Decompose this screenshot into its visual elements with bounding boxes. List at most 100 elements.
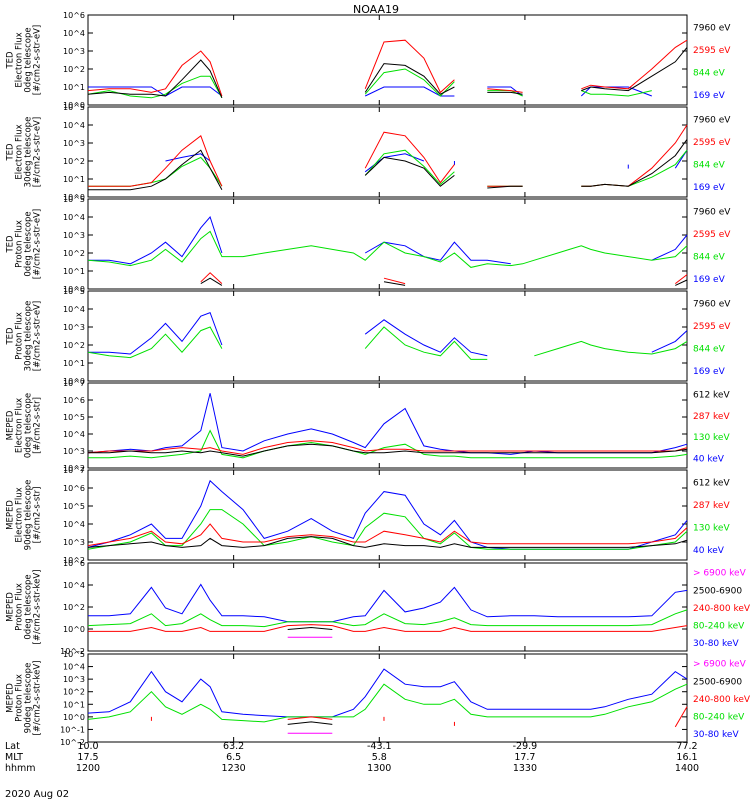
legend-item: 2595 eV — [693, 46, 731, 56]
series-line — [487, 91, 523, 95]
y-tick-label: 10^3 — [63, 139, 85, 148]
y-tick-label: 10^5 — [63, 195, 85, 204]
y-tick-label: 10^3 — [63, 231, 85, 240]
series-line — [88, 156, 223, 187]
series-line — [675, 279, 688, 286]
legend-item: 287 keV — [693, 412, 730, 422]
y-tick-label: 10^5 — [63, 413, 85, 422]
footer-value: 6.5 — [226, 752, 241, 763]
series-line — [200, 277, 223, 286]
legend-item: 7960 eV — [693, 299, 731, 309]
series-line — [87, 609, 688, 628]
y-axis-label-line: 30deg telescope — [24, 301, 34, 372]
legend-item: 169 eV — [693, 367, 726, 377]
legend-item: 844 eV — [693, 252, 726, 262]
y-axis-label-line: Electron Flux — [15, 487, 25, 542]
footer-value: 1200 — [76, 763, 100, 774]
series-line — [364, 241, 511, 265]
series-line — [581, 149, 688, 187]
y-tick-label: 10^2 — [63, 65, 85, 74]
legend-item: 2500-6900 — [693, 586, 742, 596]
series-line — [87, 683, 688, 723]
panel-frame — [87, 106, 688, 198]
y-axis-label-line: Proton Flux — [15, 674, 25, 722]
footer-value: -29.9 — [513, 741, 538, 752]
series-line — [88, 624, 688, 632]
y-tick-label: 10^4 — [63, 581, 85, 590]
footer-axis: Lat 10.0 63.2 -43.1 -29.9 77.2 MLT 17.5 6.5 5.8 17… — [5, 741, 699, 774]
legend-item: > 6900 keV — [693, 660, 747, 670]
series-line — [87, 50, 223, 97]
y-axis-label-line: MEPED — [6, 500, 16, 530]
series-line — [200, 272, 223, 284]
series-line — [87, 326, 223, 359]
y-axis-label-line: Proton Flux — [15, 312, 25, 360]
legend-item: 612 keV — [693, 478, 730, 488]
y-tick-label: 10^4 — [63, 305, 85, 314]
y-axis-label-line: [#/cm2-s-str-keV] — [33, 570, 43, 645]
legend-item: 844 eV — [693, 344, 726, 354]
y-axis-label: TEDProton Flux0deg telescope[#/cm2-s-str… — [6, 209, 43, 279]
series-line — [88, 134, 223, 187]
legend-item: 240-800 keV — [693, 695, 750, 705]
y-tick-label: 10^7 — [63, 379, 85, 388]
y-tick-label: 10^2 — [63, 157, 85, 166]
series-line — [88, 216, 223, 265]
series-line — [581, 124, 688, 187]
panel-7: 10^6 10^4 10^2 10^0 10^-2 MEPEDProton Flux0de… — [6, 559, 750, 656]
series-line — [364, 153, 425, 173]
y-tick-label: 10^6 — [63, 484, 85, 493]
legend-item: 7960 eV — [693, 207, 731, 217]
panel-4: 10^5 10^4 10^3 10^2 10^1 10^0 TEDProton Flux30… — [6, 287, 732, 386]
y-tick-label: 10^7 — [63, 466, 85, 475]
panel-frame — [87, 653, 688, 743]
footer-value: 5.8 — [372, 752, 387, 763]
y-axis-label-line: 0deg telescope — [24, 27, 34, 92]
y-axis-label-line: [#/cm2-s-str] — [33, 487, 43, 544]
y-tick-label: 10^3 — [63, 323, 85, 332]
series-line — [581, 47, 688, 92]
panel-frame — [87, 469, 688, 561]
y-axis-label-line: Electron Flux — [15, 398, 25, 453]
panel-3: 10^5 10^4 10^3 10^2 10^1 10^0 TEDProton Flux0d… — [6, 195, 732, 294]
y-axis-label-line: Proton Flux — [15, 220, 25, 268]
y-tick-label: 10^2 — [63, 603, 85, 612]
series-line — [383, 277, 406, 285]
y-tick-label: 10^-2 — [60, 647, 85, 656]
y-axis-label: MEPEDElectron Flux90deg telescope[#/cm2-… — [6, 480, 43, 551]
y-axis-label-line: [#/cm2-s-str-eV] — [33, 25, 43, 95]
y-axis-label-line: [#/cm2-s-str] — [33, 397, 43, 454]
y-tick-label: 10^5 — [63, 502, 85, 511]
series-line — [581, 139, 688, 187]
y-tick-label: 10^1 — [63, 175, 85, 184]
y-axis-label-line: TED — [6, 327, 16, 346]
series-line — [364, 68, 455, 97]
series-line — [87, 440, 688, 455]
y-tick-label: 10^6 — [63, 396, 85, 405]
y-axis-label-line: 90deg telescope — [24, 480, 34, 551]
panel-2: 10^5 10^4 10^3 10^2 10^1 10^0 TEDElectron Flux… — [6, 103, 732, 202]
series-line — [534, 340, 688, 357]
series-line — [87, 509, 688, 550]
panel-frame — [87, 290, 688, 382]
series-line — [364, 63, 455, 95]
panel-frame — [87, 14, 688, 106]
series-line — [87, 536, 688, 548]
y-axis-label: MEPEDProton Flux0deg telescope[#/cm2-s-s… — [6, 570, 43, 645]
y-axis-label-line: TED — [6, 51, 16, 70]
y-axis-label-line: 0deg telescope — [24, 574, 34, 639]
footer-value: 16.1 — [676, 752, 697, 763]
series-line — [487, 185, 523, 189]
series-line — [581, 39, 688, 90]
series-line — [88, 583, 688, 623]
panel-frame — [87, 382, 688, 469]
legend-item: 80-240 keV — [693, 621, 745, 631]
series-line — [674, 706, 688, 728]
series-line — [287, 626, 333, 630]
y-axis-label-line: TED — [6, 143, 16, 162]
footer-value: 17.7 — [514, 752, 535, 763]
footer-value: 1400 — [675, 763, 699, 774]
footer-row-label: hhmm — [5, 763, 36, 774]
y-axis-label-line: Electron Flux — [15, 124, 25, 179]
y-tick-label: 10^0 — [63, 713, 85, 722]
